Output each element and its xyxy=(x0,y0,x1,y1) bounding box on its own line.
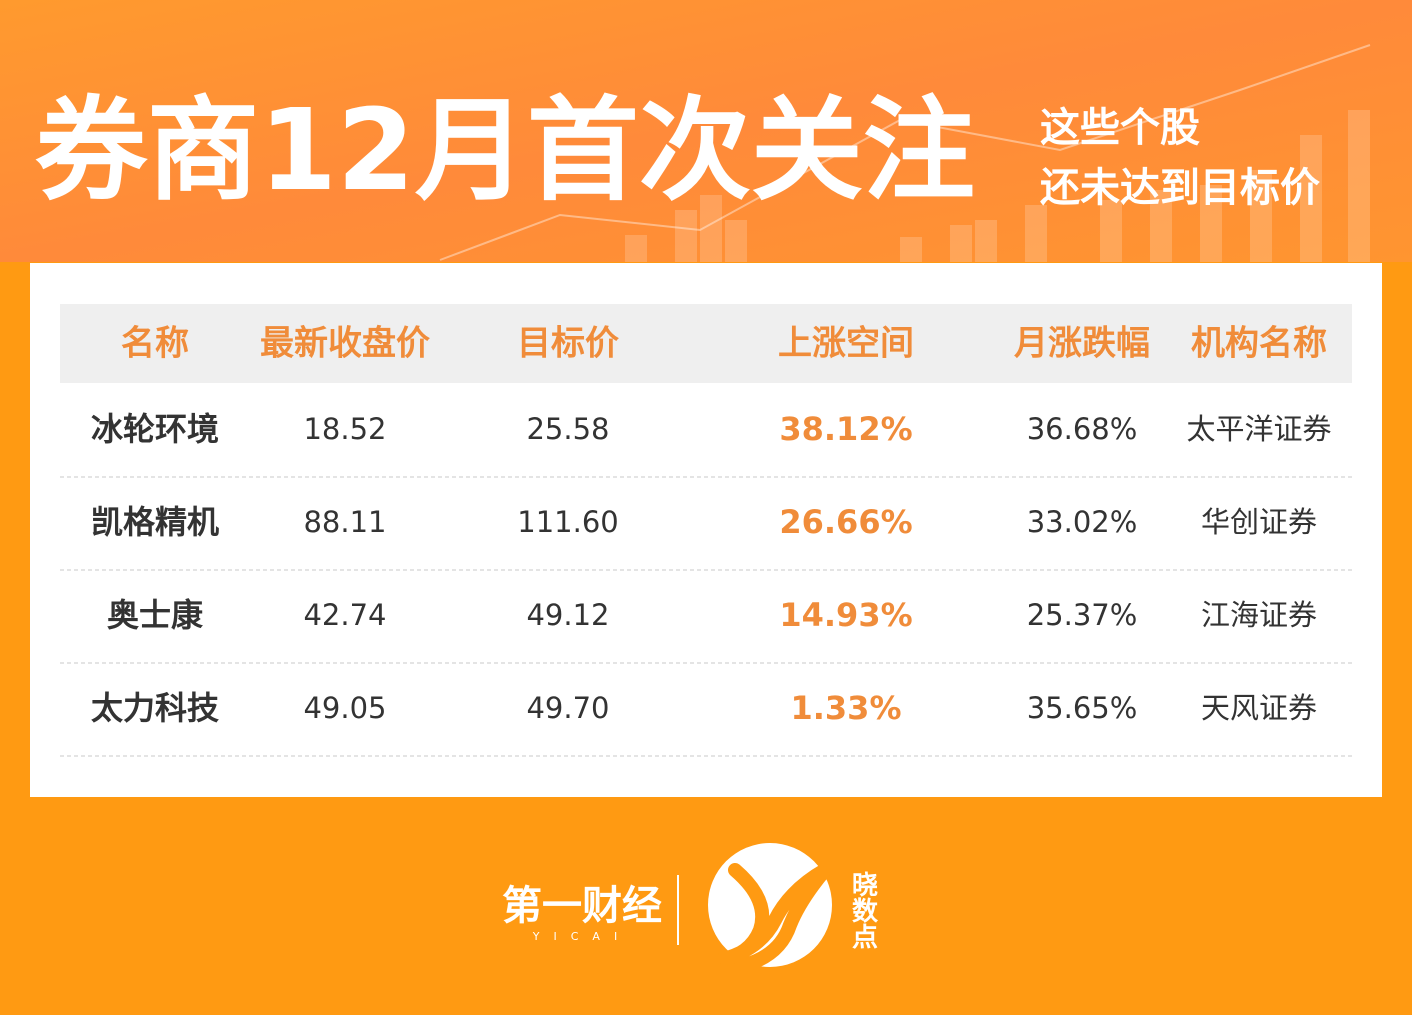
table-cell: 奥士康 xyxy=(107,596,204,634)
table-cell: 35.65% xyxy=(1027,691,1138,725)
logo-mark xyxy=(718,863,831,972)
column-header: 机构名称 xyxy=(1191,324,1327,364)
table-cell: 42.74 xyxy=(303,598,386,632)
table-cell: 1.33% xyxy=(790,689,901,727)
table-cell: 111.60 xyxy=(517,505,618,539)
table-cell: 26.66% xyxy=(779,503,912,541)
brand: 第一财经 xyxy=(502,883,662,929)
column-header: 月涨跌幅 xyxy=(1014,324,1150,364)
title: 券商12月首次关注 xyxy=(35,86,975,216)
decor-bars xyxy=(625,110,1370,262)
table-cell: 36.68% xyxy=(1027,412,1138,446)
table-cell: 华创证券 xyxy=(1201,505,1317,539)
table-cell: 江海证券 xyxy=(1201,598,1317,632)
table-cell: 38.12% xyxy=(779,410,912,448)
table-cell: 18.52 xyxy=(303,412,386,446)
table-cell: 49.70 xyxy=(526,691,609,725)
table-header-bg xyxy=(60,304,1352,383)
brand-en: YICAI xyxy=(532,930,631,943)
table-cell: 33.02% xyxy=(1027,505,1138,539)
column-header: 名称 xyxy=(121,324,189,364)
footer-logo: 第一财经 YICAI 晓数点 xyxy=(502,843,878,972)
product: 晓数点 xyxy=(848,871,878,949)
table-cell: 49.05 xyxy=(303,691,386,725)
header-band xyxy=(0,0,1412,262)
table-cell: 25.58 xyxy=(526,412,609,446)
subtitle: 这些个股 xyxy=(1040,105,1200,151)
table-cell: 凯格精机 xyxy=(91,503,219,541)
column-header: 最新收盘价 xyxy=(260,324,430,364)
table-cell: 太力科技 xyxy=(91,689,219,727)
table-cell: 冰轮环境 xyxy=(91,410,219,448)
table-cell: 88.11 xyxy=(303,505,386,539)
table-cell: 天风证券 xyxy=(1201,691,1317,725)
decor-line xyxy=(439,44,1371,261)
column-header: 上涨空间 xyxy=(778,324,914,364)
subtitle: 还未达到目标价 xyxy=(1040,165,1320,211)
table-cell: 14.93% xyxy=(779,596,912,634)
column-header: 目标价 xyxy=(517,324,619,364)
table-cell: 49.12 xyxy=(526,598,609,632)
table-cell: 25.37% xyxy=(1027,598,1138,632)
table-cell: 太平洋证券 xyxy=(1186,412,1331,446)
